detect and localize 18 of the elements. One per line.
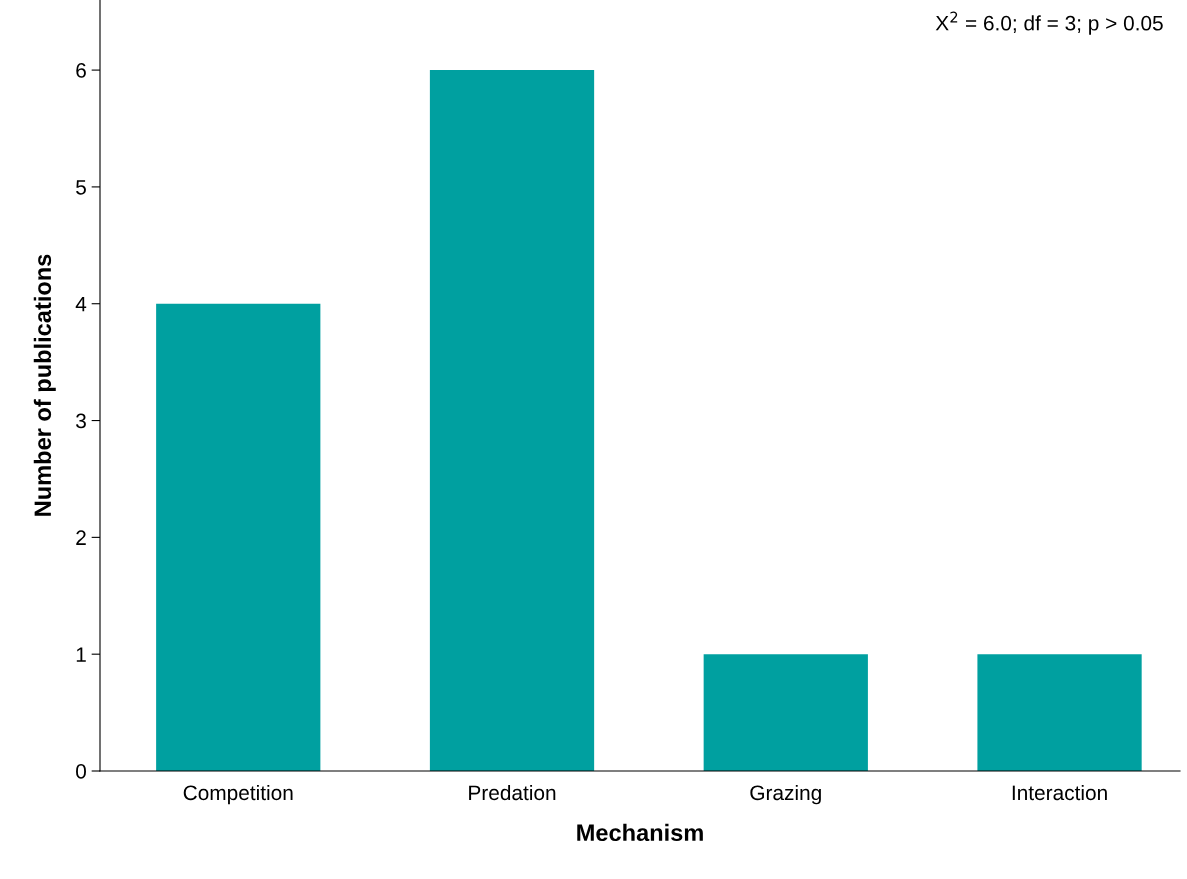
x-tick-label: Grazing [750, 784, 821, 805]
x-tick-label: Competition [183, 784, 293, 805]
x-tick-label: Predation [469, 784, 556, 801]
x-axis-title: Mechanism [577, 823, 703, 842]
y-tick-label: 1 [76, 647, 86, 662]
y-tick-label: 6 [76, 63, 86, 78]
y-tick-label: 3 [76, 413, 86, 429]
bar [977, 654, 1142, 771]
y-tick-label: 0 [76, 764, 86, 779]
y-tick-label: 2 [76, 530, 86, 545]
y-tick-label: 4 [75, 296, 87, 312]
bar [156, 303, 321, 771]
annotation: X$^{2}$ = 6.0; df = 3; p > 0.05 [935, 11, 1163, 35]
bar [703, 654, 868, 771]
x-tick-label: Interaction [1012, 784, 1107, 801]
y-tick-label: 5 [76, 180, 86, 195]
y-axis-title: Number of publications [33, 254, 56, 516]
bar [429, 70, 595, 771]
